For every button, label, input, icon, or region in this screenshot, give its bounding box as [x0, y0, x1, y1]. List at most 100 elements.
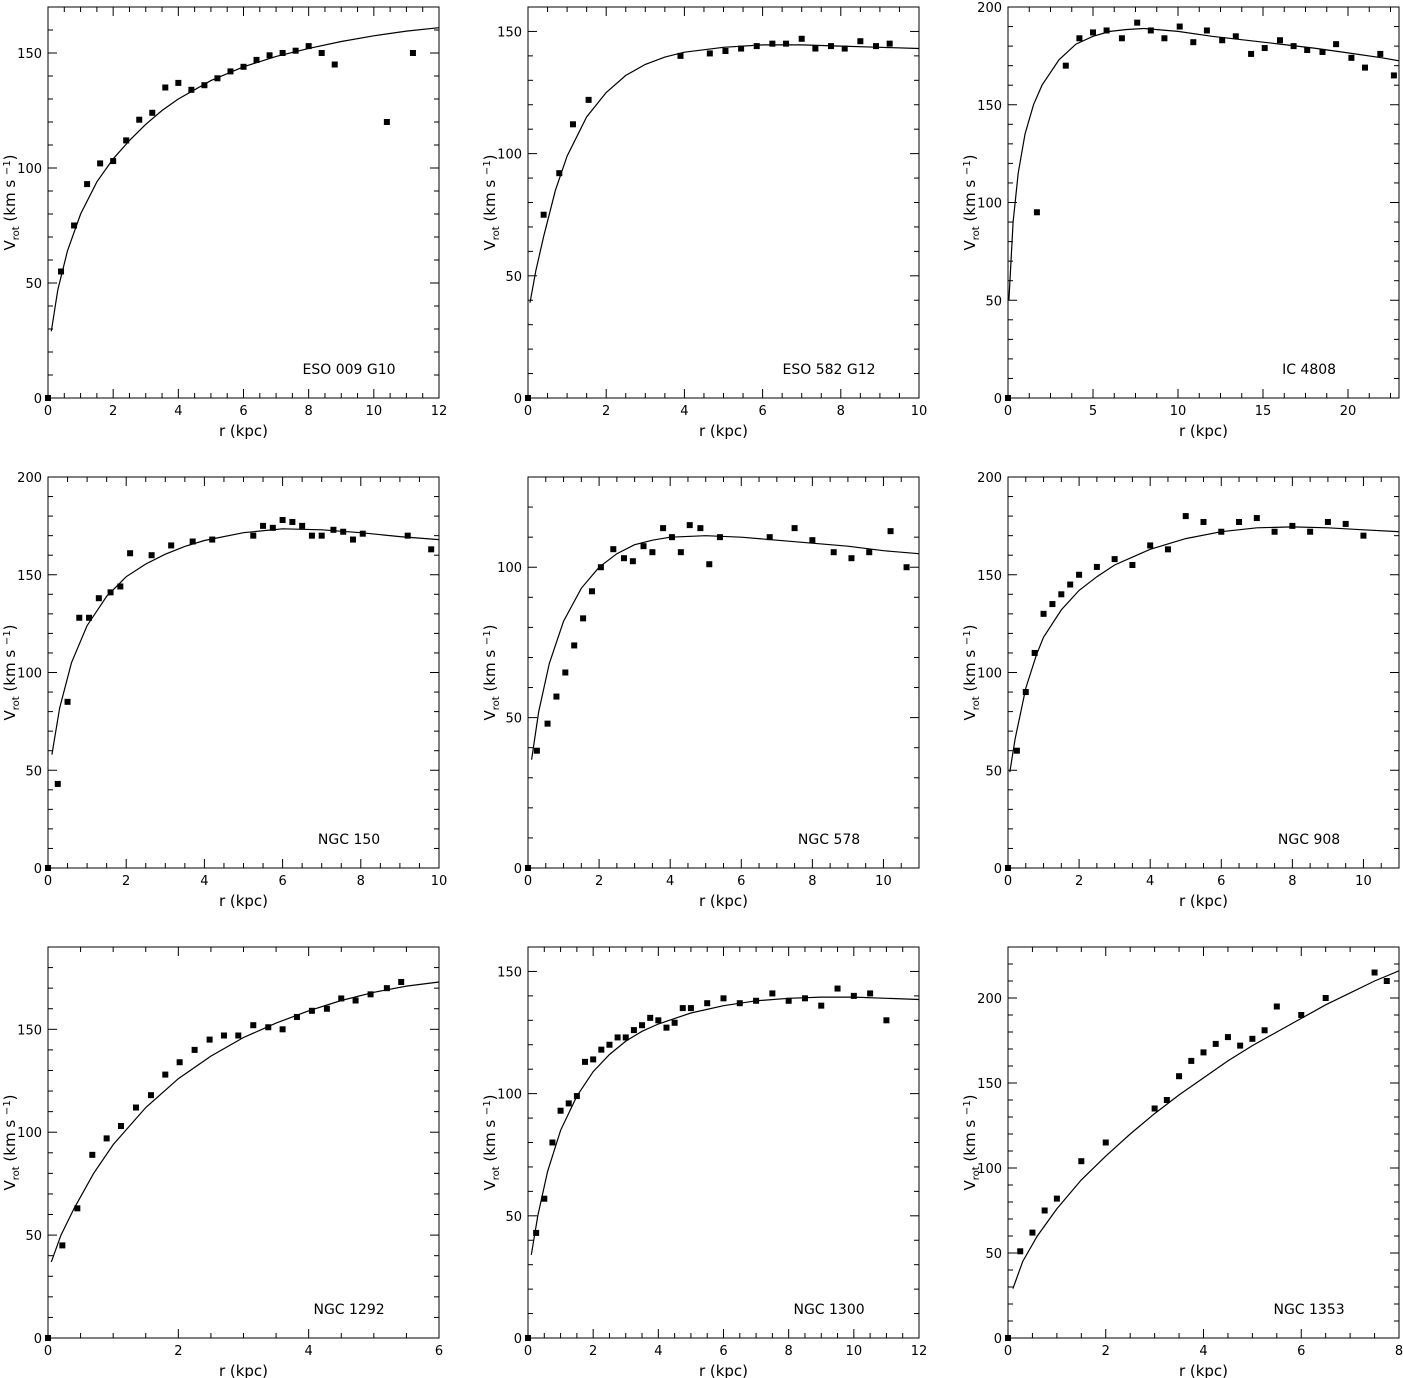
- x-tick-label: 0: [1004, 1344, 1012, 1359]
- y-tick-label: 150: [17, 1023, 42, 1038]
- data-point: [1319, 48, 1326, 55]
- x-axis-label: r (kpc): [699, 892, 748, 910]
- x-tick-label: 2: [1075, 874, 1083, 889]
- y-tick-label: 100: [977, 197, 1002, 212]
- data-point: [903, 564, 910, 571]
- y-axis-label: Vrot (km s −1): [961, 154, 982, 250]
- data-point: [340, 528, 347, 535]
- x-tick-label: 6: [737, 874, 745, 889]
- data-point: [383, 985, 390, 992]
- y-tick-label: 150: [977, 569, 1002, 584]
- data-point: [801, 995, 808, 1002]
- data-point: [1236, 518, 1243, 525]
- x-tick-label: 6: [1297, 1344, 1305, 1359]
- data-point: [677, 52, 684, 59]
- galaxy-name-label: NGC 908: [1278, 832, 1340, 848]
- data-point: [736, 1000, 743, 1007]
- plot-frame: [527, 476, 920, 869]
- data-point: [64, 698, 71, 705]
- data-point: [359, 530, 366, 537]
- data-point: [71, 222, 78, 229]
- x-tick-label: 0: [1004, 874, 1012, 889]
- y-tick-label: 0: [994, 862, 1002, 877]
- data-point: [318, 532, 325, 539]
- data-point: [220, 1032, 227, 1039]
- data-point: [647, 1014, 654, 1021]
- data-point: [1390, 72, 1397, 79]
- data-point: [834, 985, 841, 992]
- galaxy-name-label: ESO 582 G12: [783, 362, 876, 378]
- data-point: [279, 517, 286, 524]
- data-point: [565, 1100, 572, 1107]
- y-tick-label: 50: [505, 712, 522, 727]
- data-point: [76, 614, 83, 621]
- plot-frame: [527, 6, 920, 399]
- data-point: [323, 1005, 330, 1012]
- data-point: [1118, 35, 1125, 42]
- x-tick-label: 4: [200, 874, 208, 889]
- x-tick-label: 6: [278, 874, 286, 889]
- x-tick-label: 2: [174, 1344, 182, 1359]
- data-point: [614, 1034, 621, 1041]
- data-point: [1362, 64, 1368, 71]
- data-point: [655, 1017, 662, 1024]
- x-tick-label: 2: [589, 1344, 597, 1359]
- data-point: [533, 747, 540, 754]
- y-tick-label: 0: [514, 1332, 522, 1347]
- x-tick-label: 8: [1395, 1344, 1403, 1359]
- y-tick-label: 50: [505, 1210, 522, 1225]
- x-axis-label: r (kpc): [699, 422, 748, 440]
- data-point: [1049, 601, 1056, 608]
- data-point: [1333, 41, 1340, 48]
- data-point: [812, 45, 819, 52]
- data-point: [235, 1032, 242, 1039]
- data-point: [84, 181, 91, 188]
- x-tick-label: 10: [1170, 404, 1187, 419]
- y-tick-label: 0: [514, 392, 522, 407]
- x-tick-label: 5: [1089, 404, 1097, 419]
- y-tick-label: 50: [25, 1229, 42, 1244]
- data-point: [590, 1056, 597, 1063]
- data-point: [798, 35, 805, 42]
- data-point: [308, 1007, 315, 1014]
- data-point: [1273, 1003, 1280, 1010]
- galaxy-name-label: NGC 1292: [313, 1302, 384, 1318]
- data-point: [663, 1024, 670, 1031]
- data-point: [585, 96, 592, 103]
- data-point: [1224, 1034, 1231, 1041]
- data-point: [857, 38, 864, 45]
- data-point: [308, 532, 315, 539]
- data-point: [1249, 1035, 1256, 1042]
- data-point: [753, 43, 760, 50]
- data-point: [549, 1139, 556, 1146]
- y-axis-label: Vrot (km s −1): [961, 1094, 982, 1190]
- x-tick-label: 8: [808, 874, 816, 889]
- y-tick-label: 50: [25, 277, 42, 292]
- x-tick-label: 6: [435, 1344, 443, 1359]
- data-point: [260, 522, 267, 529]
- data-point: [1190, 39, 1197, 46]
- data-point: [606, 1041, 613, 1048]
- data-point: [785, 997, 792, 1004]
- x-tick-label: 2: [109, 404, 117, 419]
- data-point: [227, 68, 234, 75]
- data-point: [367, 991, 374, 998]
- data-point: [738, 45, 745, 52]
- data-point: [1304, 47, 1311, 54]
- data-point: [1111, 556, 1118, 563]
- data-point: [132, 1104, 139, 1111]
- data-point: [1203, 27, 1210, 34]
- x-tick-label: 0: [524, 404, 532, 419]
- plot-frame: [47, 476, 440, 869]
- data-point: [1161, 35, 1168, 42]
- y-axis-label: Vrot (km s −1): [481, 624, 502, 720]
- data-point: [1261, 1027, 1268, 1034]
- data-point: [1022, 689, 1029, 696]
- data-point: [110, 158, 117, 165]
- data-point: [188, 86, 195, 93]
- x-axis-label: r (kpc): [219, 422, 268, 440]
